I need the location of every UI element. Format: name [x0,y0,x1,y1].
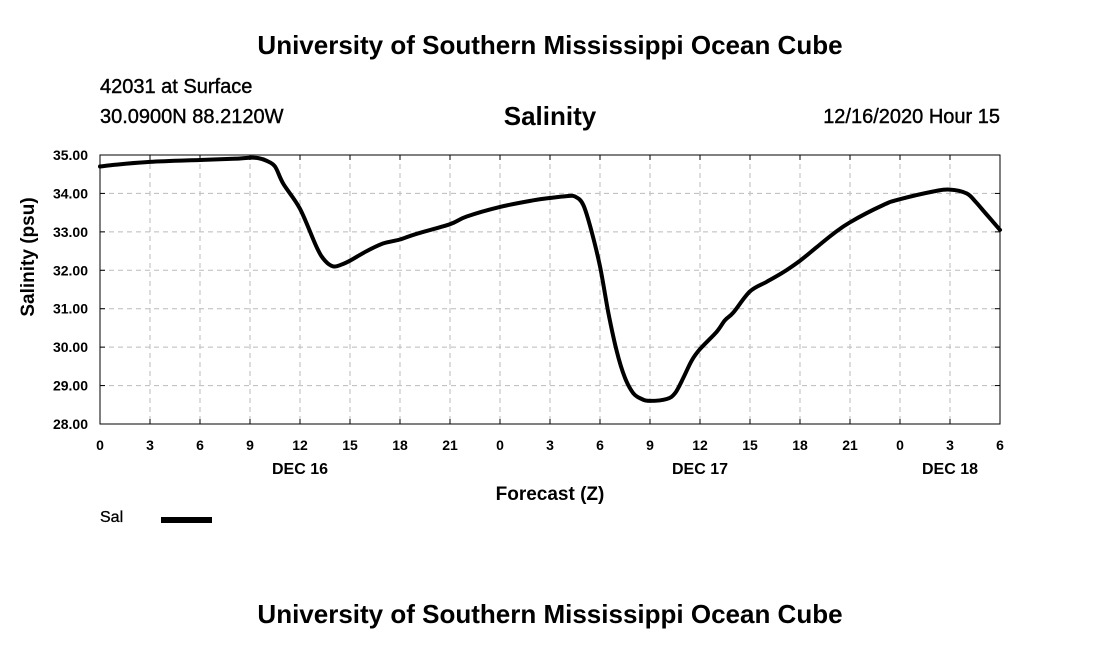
station-label: 42031 at Surface [100,76,253,98]
legend-label: Sal [100,509,124,526]
grid [100,155,1000,424]
x-tick-label: 9 [246,437,254,453]
x-tick-label: 6 [996,437,1004,453]
y-tick-label: 28.00 [53,416,88,432]
plot-frame [99,154,1001,425]
y-tick-label: 34.00 [53,185,88,201]
chart-title: Salinity [503,101,597,131]
x-tick-label: 12 [292,437,308,453]
x-tick-label: 6 [596,437,604,453]
y-tick-label: 30.00 [53,339,88,355]
y-tick-label: 33.00 [53,224,88,240]
x-tick-label: 3 [146,437,154,453]
y-axis-label: Salinity (psu) [18,197,39,316]
series-line-sal [98,155,1002,403]
x-tick-label: 18 [392,437,408,453]
legend-swatch [161,517,212,523]
x-tick-label: 21 [442,437,458,453]
x-tick-label: 12 [692,437,708,453]
y-tick-label: 35.00 [53,147,88,163]
axes: 0 3 6 9 12 15 18 21 0 3 6 9 12 15 18 21 0 3 6 28.00 29.00 30.… [53,147,1004,478]
x-tick-label: 15 [342,437,358,453]
x-tick-label: 0 [896,437,904,453]
y-tick-label: 29.00 [53,378,88,394]
y-tick-label: 32.00 [53,262,88,278]
day-label: DEC 18 [922,461,978,478]
coordinates-label: 30.0900N 88.2120W [100,106,284,128]
x-tick-label: 0 [96,437,104,453]
day-label: DEC 17 [672,461,728,478]
x-tick-label: 9 [646,437,654,453]
datetime-label: 12/16/2020 Hour 15 [823,106,1000,128]
x-axis-label: Forecast (Z) [496,484,605,505]
series [98,155,1002,403]
x-tick-label: 18 [792,437,808,453]
x-tick-label: 21 [842,437,858,453]
x-tick-label: 15 [742,437,758,453]
x-tick-label: 6 [196,437,204,453]
page-title: University of Southern Mississippi Ocean… [257,30,843,60]
x-tick-label: 3 [946,437,954,453]
x-tick-label: 3 [546,437,554,453]
x-tick-label: 0 [496,437,504,453]
y-tick-label: 31.00 [53,301,88,317]
footer-title: University of Southern Mississippi Ocean… [257,599,843,629]
day-label: DEC 16 [272,461,328,478]
